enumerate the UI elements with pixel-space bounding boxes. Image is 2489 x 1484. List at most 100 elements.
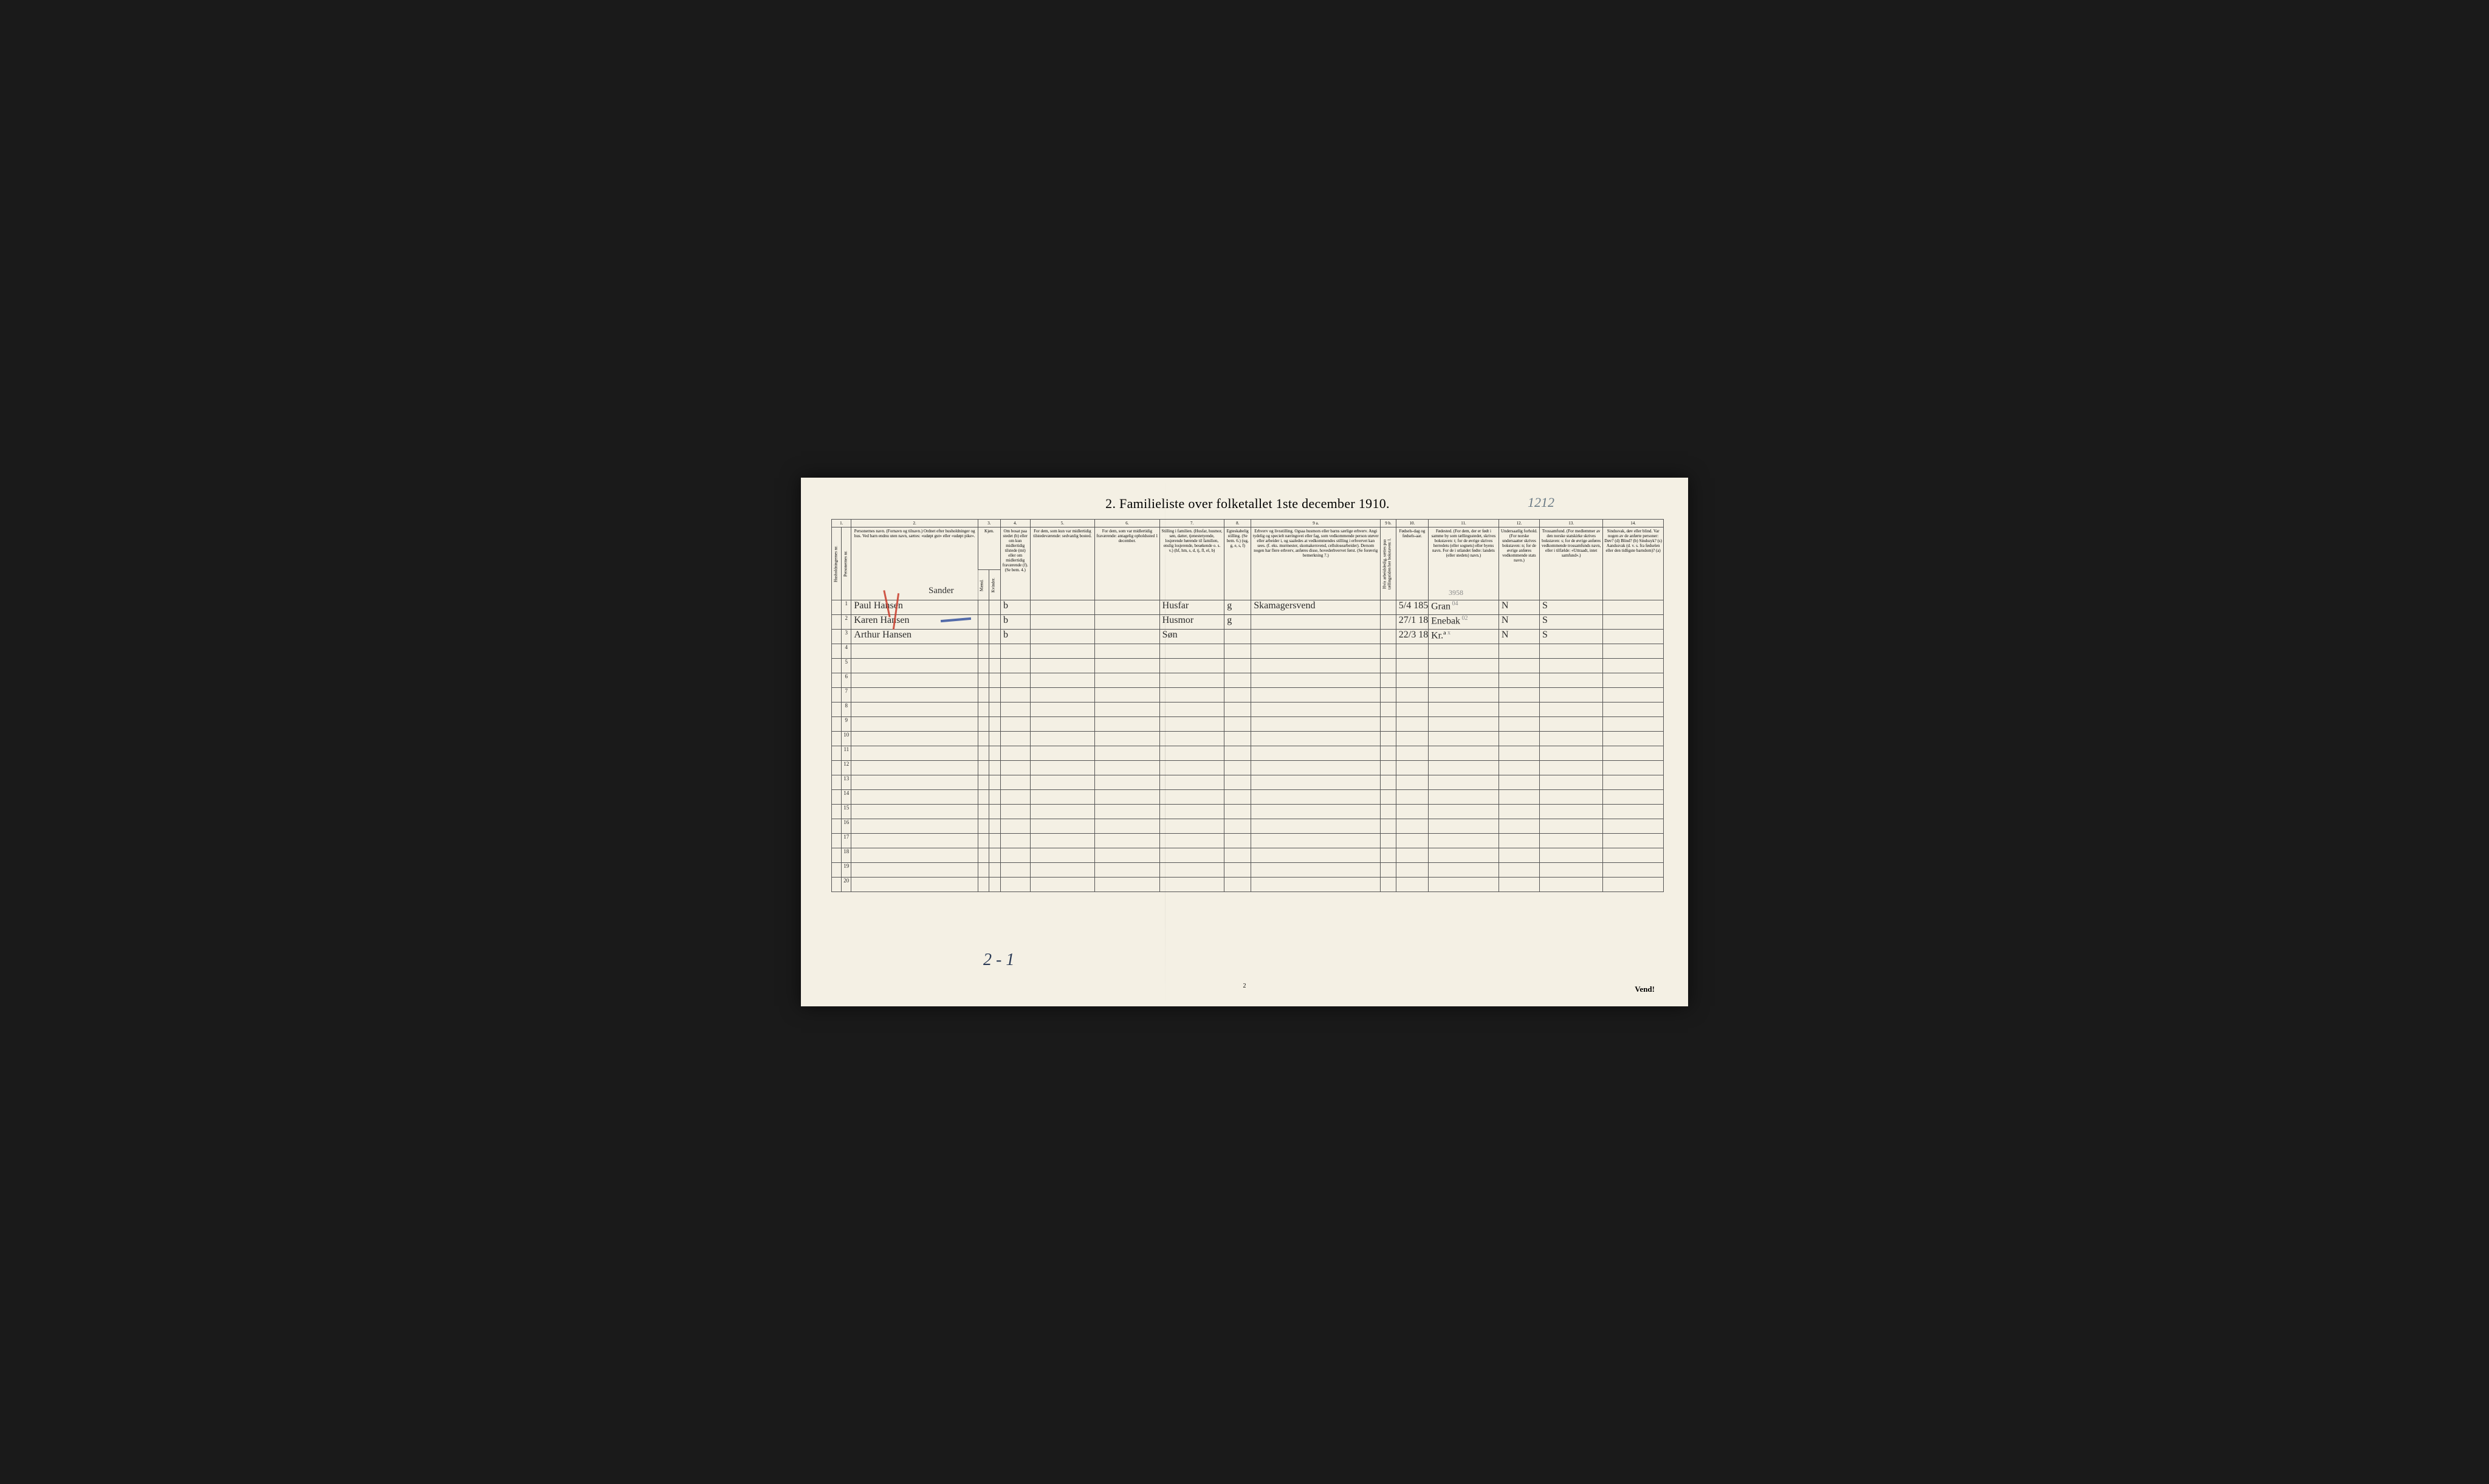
cell-hushold-nr: [832, 659, 842, 673]
cell-erhverv: [1251, 717, 1381, 732]
cell-egteskab: [1224, 805, 1251, 819]
cell-stilling: Husmor: [1159, 615, 1224, 630]
cell-fodested: [1429, 644, 1499, 659]
cell-arbeidsledig: [1381, 775, 1396, 790]
cell-egteskab: [1224, 702, 1251, 717]
cell-midl-tilstede: [1030, 775, 1095, 790]
cell-erhverv: [1251, 863, 1381, 878]
cell-arbeidsledig: [1381, 659, 1396, 673]
cell-arbeidsledig: [1381, 688, 1396, 702]
cell-person-nr: 20: [842, 878, 851, 892]
cell-sex-m: [978, 790, 989, 805]
census-table: 1. 2. 3. 4. 5. 6. 7. 8. 9 a. 9 b. 10. 11…: [831, 519, 1664, 892]
hdr-bosat: Om bosat paa stedet (b) eller om kun mid…: [1000, 527, 1030, 600]
cell-fodsel: [1396, 878, 1428, 892]
hdr-trossamfund: Trossamfund. (For medlemmer av den norsk…: [1540, 527, 1603, 600]
colnum-11: 11.: [1429, 520, 1499, 527]
cell-trossamfund: S: [1540, 600, 1603, 615]
cell-midl-tilstede: [1030, 819, 1095, 834]
cell-arbeidsledig: [1381, 644, 1396, 659]
cell-bosat: [1000, 746, 1030, 761]
cell-fodested: Enebak 02: [1429, 615, 1499, 630]
cell-sindssvak: [1603, 630, 1664, 644]
cell-egteskab: [1224, 834, 1251, 848]
colnum-1: 1.: [832, 520, 851, 527]
cell-sindssvak: [1603, 673, 1664, 688]
cell-midl-tilstede: [1030, 848, 1095, 863]
cell-midl-tilstede: [1030, 688, 1095, 702]
cell-person-nr: 4: [842, 644, 851, 659]
name-annotation: Sander: [929, 586, 954, 596]
table-row: 11: [832, 746, 1664, 761]
cell-stilling: [1159, 673, 1224, 688]
cell-name: [851, 717, 978, 732]
colnum-6: 6.: [1095, 520, 1160, 527]
cell-arbeidsledig: [1381, 746, 1396, 761]
cell-egteskab: [1224, 673, 1251, 688]
cell-fodested: [1429, 746, 1499, 761]
cell-fodested: [1429, 717, 1499, 732]
colnum-5: 5.: [1030, 520, 1095, 527]
cell-erhverv: [1251, 848, 1381, 863]
cell-egteskab: [1224, 761, 1251, 775]
cell-stilling: [1159, 732, 1224, 746]
cell-sex-m: [978, 878, 989, 892]
cell-person-nr: 8: [842, 702, 851, 717]
cell-stilling: [1159, 717, 1224, 732]
cell-arbeidsledig: [1381, 630, 1396, 644]
cell-midl-tilstede: [1030, 702, 1095, 717]
vend-label: Vend!: [1635, 984, 1655, 994]
cell-hushold-nr: [832, 732, 842, 746]
cell-trossamfund: [1540, 702, 1603, 717]
cell-name: [851, 878, 978, 892]
cell-fodested-sup: 02: [1460, 615, 1468, 622]
table-row: 2Karen HansenbHusmorg27/1 1856Enebak 02N…: [832, 615, 1664, 630]
cell-undersaat: [1499, 790, 1539, 805]
cell-midl-tilstede: [1030, 673, 1095, 688]
table-row: 20: [832, 878, 1664, 892]
cell-hushold-nr: [832, 746, 842, 761]
cell-sex-k: [989, 615, 1001, 630]
cell-arbeidsledig: [1381, 805, 1396, 819]
cell-erhverv: [1251, 688, 1381, 702]
cell-hushold-nr: [832, 600, 842, 615]
cell-hushold-nr: [832, 644, 842, 659]
cell-fodsel: [1396, 702, 1428, 717]
cell-hushold-nr: [832, 863, 842, 878]
colnum-9b: 9 b.: [1381, 520, 1396, 527]
cell-stilling: [1159, 834, 1224, 848]
cell-trossamfund: [1540, 805, 1603, 819]
table-header: 1. 2. 3. 4. 5. 6. 7. 8. 9 a. 9 b. 10. 11…: [832, 520, 1664, 600]
cell-stilling: [1159, 761, 1224, 775]
cell-sex-k: [989, 717, 1001, 732]
cell-stilling: [1159, 775, 1224, 790]
table-body: 1Paul HansenbHusfargSkamagersvend5/4 185…: [832, 600, 1664, 892]
cell-sex-m: [978, 702, 989, 717]
cell-sindssvak: [1603, 732, 1664, 746]
cell-midl-tilstede: [1030, 600, 1095, 615]
cell-midl-tilstede: [1030, 863, 1095, 878]
cell-midl-fravar: [1095, 688, 1160, 702]
cell-egteskab: [1224, 746, 1251, 761]
colnum-4: 4.: [1000, 520, 1030, 527]
cell-bosat: [1000, 673, 1030, 688]
hdr-midl-tilstede: For dem, som kun var midlertidig tilsted…: [1030, 527, 1095, 600]
table-row: 12: [832, 761, 1664, 775]
cell-name: [851, 805, 978, 819]
table-row: 16: [832, 819, 1664, 834]
cell-bosat: b: [1000, 615, 1030, 630]
cell-sex-m: [978, 746, 989, 761]
cell-midl-fravar: [1095, 630, 1160, 644]
cell-person-nr: 5: [842, 659, 851, 673]
colnum-9a: 9 a.: [1251, 520, 1381, 527]
cell-name: [851, 834, 978, 848]
cell-trossamfund: [1540, 732, 1603, 746]
cell-fodsel: [1396, 761, 1428, 775]
cell-fodested-sup: 04: [1450, 600, 1458, 607]
cell-sex-k: [989, 659, 1001, 673]
table-row: 1Paul HansenbHusfargSkamagersvend5/4 185…: [832, 600, 1664, 615]
cell-name: [851, 732, 978, 746]
cell-person-nr: 12: [842, 761, 851, 775]
cell-bosat: [1000, 688, 1030, 702]
cell-fodested-sup: x: [1446, 630, 1450, 636]
